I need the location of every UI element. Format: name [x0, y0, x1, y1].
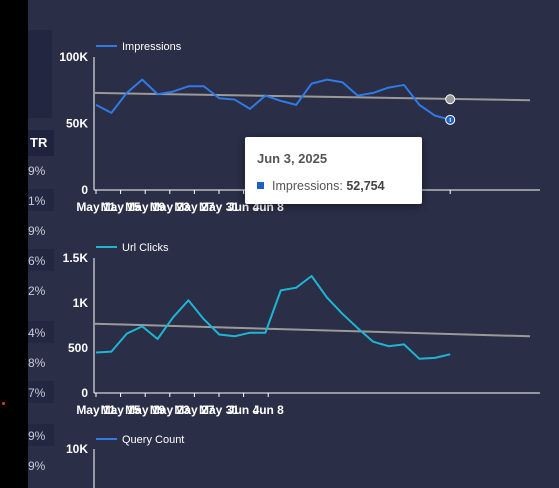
x-tick-label: May 27: [174, 200, 214, 214]
side-row-background: [28, 249, 54, 271]
x-tick-label: May 19: [125, 200, 165, 214]
tooltip-series-name: Impressions: [272, 179, 340, 193]
side-ctr-value: 9%: [28, 224, 46, 238]
series-line: [95, 78, 451, 121]
x-tick-label: May 27: [174, 403, 214, 417]
side-ctr-value: 9%: [28, 429, 46, 443]
y-tick-label: 100K: [59, 50, 88, 64]
red-indicator-dot: [2, 402, 5, 405]
y-tick-label: 1.5K: [63, 251, 89, 265]
side-ctr-value: 1%: [28, 194, 46, 208]
y-tick-label: 0: [81, 386, 88, 400]
x-tick-label: May 31: [199, 200, 239, 214]
trend-hover-marker: [445, 94, 456, 105]
x-tick-label: May 15: [101, 200, 141, 214]
side-ctr-value: 9%: [28, 164, 46, 178]
x-tick-label: May 31: [199, 403, 239, 417]
x-tick-label: May 23: [150, 403, 190, 417]
side-row-background: [28, 189, 54, 211]
y-tick-label: 50K: [66, 117, 88, 131]
tooltip-row: Impressions: 52,754: [257, 179, 385, 193]
x-tick-label: May 11: [76, 200, 116, 214]
side-row-background: [28, 424, 54, 446]
y-tick-label: 0: [81, 183, 88, 197]
x-tick-label: May 15: [101, 403, 141, 417]
legend-label: Impressions: [122, 41, 182, 53]
y-tick-label: 10K: [66, 442, 88, 456]
side-ctr-value: 2%: [28, 284, 46, 298]
side-row-background: [28, 321, 54, 343]
tooltip-series-swatch: [257, 182, 264, 190]
legend-label: Url Clicks: [122, 242, 169, 254]
left-dark-strip: [0, 0, 28, 488]
ctr-column-header[interactable]: TR: [28, 130, 54, 156]
x-tick-label: May 11: [76, 403, 116, 417]
legend-label: Query Count: [122, 434, 184, 446]
tooltip-value: 52,754: [346, 179, 385, 193]
side-table-header-box: [28, 30, 52, 118]
side-ctr-value: 7%: [28, 386, 46, 400]
chart-tooltip: Jun 3, 2025 Impressions: 52,754: [245, 137, 422, 204]
y-tick-label: 1K: [73, 296, 89, 310]
side-ctr-value: 4%: [28, 326, 46, 340]
trend-line: [93, 322, 531, 338]
x-tick-label: Jun 4: [228, 403, 260, 417]
y-tick-label: 500: [68, 341, 88, 355]
series-line: [95, 275, 451, 360]
side-ctr-value: 8%: [28, 356, 46, 370]
trend-line: [93, 91, 531, 102]
side-ctr-value: 6%: [28, 254, 46, 268]
tooltip-date: Jun 3, 2025: [257, 151, 328, 166]
x-tick-label: May 23: [150, 200, 190, 214]
x-tick-label: Jun 8: [253, 403, 285, 417]
side-row-background: [28, 381, 54, 403]
side-ctr-value: 9%: [28, 459, 46, 473]
x-tick-label: May 19: [125, 403, 165, 417]
